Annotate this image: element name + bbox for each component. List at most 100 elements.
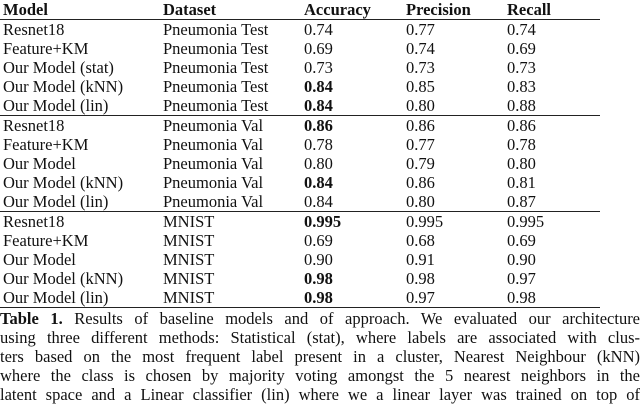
table-group-pneumonia-val: Resnet18 Pneumonia Val 0.86 0.86 0.86 Feature… [0, 116, 600, 212]
cell-precision: 0.80 [406, 96, 435, 115]
cell-accuracy: 0.69 [304, 39, 333, 58]
header-dataset: Dataset [163, 0, 217, 19]
cell-model: Resnet18 [3, 116, 65, 135]
caption-text: Results of baseline models and of approa… [62, 309, 640, 328]
cell-model: Our Model (kNN) [3, 77, 124, 96]
table-row: Our Model MNIST 0.90 0.91 0.90 [0, 250, 600, 269]
cell-model: Our Model (lin) [3, 96, 109, 115]
caption-line: Table 1. Results of baseline models and … [0, 309, 640, 328]
cell-model: Feature+KM [3, 135, 89, 154]
cell-precision: 0.80 [406, 192, 435, 211]
cell-dataset: Pneumonia Val [163, 154, 264, 173]
table-row: Our Model (lin) Pneumonia Test 0.84 0.80 0.8… [0, 96, 600, 116]
cell-dataset: MNIST [163, 269, 215, 288]
cell-recall: 0.995 [507, 212, 545, 231]
cell-dataset: MNIST [163, 231, 215, 250]
results-table: Model Dataset Accuracy Precision Recall … [0, 0, 600, 308]
cell-model: Our Model [3, 250, 76, 269]
cell-accuracy: 0.98 [304, 288, 333, 307]
cell-dataset: Pneumonia Test [163, 58, 269, 77]
cell-recall: 0.83 [507, 77, 536, 96]
cell-accuracy: 0.84 [304, 192, 333, 211]
cell-recall: 0.78 [507, 135, 536, 154]
header-precision: Precision [406, 0, 471, 19]
cell-accuracy: 0.90 [304, 250, 333, 269]
cell-recall: 0.98 [507, 288, 536, 307]
cell-dataset: Pneumonia Val [163, 173, 264, 192]
cell-recall: 0.87 [507, 192, 536, 211]
cell-dataset: Pneumonia Val [163, 135, 264, 154]
cell-recall: 0.80 [507, 154, 536, 173]
cell-precision: 0.995 [406, 212, 444, 231]
cell-precision: 0.79 [406, 154, 435, 173]
caption-label: Table 1. [0, 309, 63, 328]
table-row: Our Model (stat) Pneumonia Test 0.73 0.73 0.… [0, 58, 600, 77]
cell-accuracy: 0.69 [304, 231, 333, 250]
header-recall: Recall [507, 0, 551, 19]
cell-precision: 0.73 [406, 58, 435, 77]
cell-recall: 0.81 [507, 173, 536, 192]
cell-dataset: Pneumonia Val [163, 192, 264, 211]
cell-model: Our Model (kNN) [3, 269, 124, 288]
cell-precision: 0.85 [406, 77, 435, 96]
cell-precision: 0.77 [406, 20, 435, 39]
caption-line: where the class is chosen by majority vo… [0, 366, 640, 385]
cell-accuracy: 0.98 [304, 269, 333, 288]
cell-accuracy: 0.78 [304, 135, 333, 154]
cell-accuracy: 0.84 [304, 173, 333, 192]
cell-accuracy: 0.74 [304, 20, 333, 39]
cell-accuracy: 0.80 [304, 154, 333, 173]
cell-recall: 0.86 [507, 116, 536, 135]
cell-dataset: MNIST [163, 212, 215, 231]
cell-dataset: Pneumonia Val [163, 116, 264, 135]
cell-precision: 0.68 [406, 231, 435, 250]
cell-precision: 0.77 [406, 135, 435, 154]
cell-model: Our Model [3, 154, 76, 173]
caption-line: ters based on the most frequent label pr… [0, 347, 640, 366]
table-row: Our Model Pneumonia Val 0.80 0.79 0.80 [0, 154, 600, 173]
cell-precision: 0.86 [406, 173, 435, 192]
table-row: Feature+KM Pneumonia Val 0.78 0.77 0.78 [0, 135, 600, 154]
cell-model: Resnet18 [3, 212, 65, 231]
table-row: Feature+KM Pneumonia Test 0.69 0.74 0.69 [0, 39, 600, 58]
cell-dataset: MNIST [163, 250, 215, 269]
cell-precision: 0.86 [406, 116, 435, 135]
table-group-pneumonia-test: Resnet18 Pneumonia Test 0.74 0.77 0.74 Featur… [0, 20, 600, 116]
cell-recall: 0.90 [507, 250, 536, 269]
table-row: Our Model (lin) MNIST 0.98 0.97 0.98 [0, 288, 600, 308]
cell-accuracy: 0.84 [304, 77, 333, 96]
cell-recall: 0.73 [507, 58, 536, 77]
header-accuracy: Accuracy [304, 0, 371, 19]
cell-dataset: Pneumonia Test [163, 20, 269, 39]
cell-dataset: Pneumonia Test [163, 39, 269, 58]
cell-recall: 0.88 [507, 96, 536, 115]
table-group-mnist: Resnet18 MNIST 0.995 0.995 0.995 Feature+KM MN… [0, 212, 600, 308]
cell-dataset: MNIST [163, 288, 215, 307]
cell-recall: 0.69 [507, 231, 536, 250]
cell-model: Our Model (kNN) [3, 173, 124, 192]
table-row: Our Model (kNN) Pneumonia Val 0.84 0.86 0.81 [0, 173, 600, 192]
table-header-row: Model Dataset Accuracy Precision Recall [0, 0, 600, 20]
cell-accuracy: 0.86 [304, 116, 333, 135]
cell-model: Feature+KM [3, 231, 89, 250]
cell-accuracy: 0.84 [304, 96, 333, 115]
table-row: Resnet18 Pneumonia Val 0.86 0.86 0.86 [0, 116, 600, 136]
table-row: Resnet18 Pneumonia Test 0.74 0.77 0.74 [0, 20, 600, 40]
cell-recall: 0.97 [507, 269, 536, 288]
table-row: Our Model (kNN) Pneumonia Test 0.84 0.85 0.8… [0, 77, 600, 96]
cell-precision: 0.74 [406, 39, 435, 58]
cell-recall: 0.74 [507, 20, 536, 39]
cell-dataset: Pneumonia Test [163, 77, 269, 96]
cell-model: Our Model (lin) [3, 288, 109, 307]
cell-recall: 0.69 [507, 39, 536, 58]
cell-dataset: Pneumonia Test [163, 96, 269, 115]
caption-line: latent space and a Linear classifier (li… [0, 385, 640, 404]
caption-line: using three different methods: Statistic… [0, 328, 640, 347]
table-caption: Table 1. Results of baseline models and … [0, 309, 640, 404]
cell-accuracy: 0.995 [304, 212, 342, 231]
table-row: Our Model (lin) Pneumonia Val 0.84 0.80 0.87 [0, 192, 600, 212]
cell-precision: 0.98 [406, 269, 435, 288]
table-row: Resnet18 MNIST 0.995 0.995 0.995 [0, 212, 600, 232]
cell-accuracy: 0.73 [304, 58, 333, 77]
cell-model: Resnet18 [3, 20, 65, 39]
